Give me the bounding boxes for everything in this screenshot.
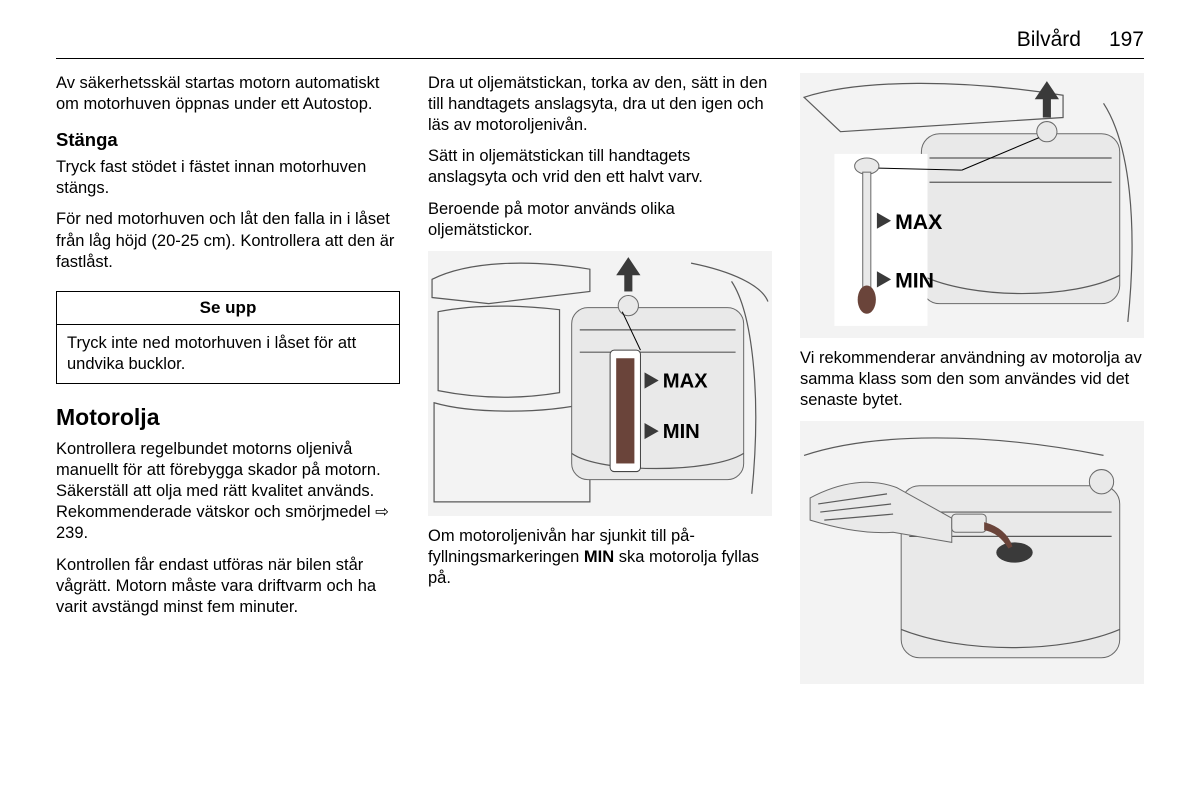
caution-title: Se upp xyxy=(57,292,399,325)
paragraph: För ned motorhuven och låt den falla in … xyxy=(56,209,400,272)
svg-text:MAX: MAX xyxy=(895,210,942,234)
paragraph: Dra ut oljemätstickan, torka av den, sät… xyxy=(428,73,772,136)
paragraph: Av säkerhetsskäl startas motorn automati… xyxy=(56,73,400,115)
heading-motorolja: Motorolja xyxy=(56,404,400,431)
figure-caption: Om motoroljenivån har sjunkit till på­fy… xyxy=(428,526,772,589)
column-1: Av säkerhetsskäl startas motorn automati… xyxy=(56,73,400,694)
heading-stanga: Stänga xyxy=(56,129,400,151)
paragraph: Sätt in oljemätstickan till handtagets a… xyxy=(428,146,772,188)
svg-text:MIN: MIN xyxy=(663,421,700,443)
paragraph: Tryck fast stödet i fästet innan motor­h… xyxy=(56,157,400,199)
caution-box: Se upp Tryck inte ned motorhuven i låset… xyxy=(56,291,400,384)
svg-text:MIN: MIN xyxy=(895,268,934,292)
caption-min-bold: MIN xyxy=(584,548,614,566)
svg-text:MAX: MAX xyxy=(663,370,708,392)
figure-oil-pour xyxy=(800,421,1144,684)
paragraph: Kontrollen får endast utföras när bilen … xyxy=(56,555,400,618)
figure-dipstick-2: MAX MIN xyxy=(800,73,1144,338)
paragraph: Kontrollera regelbundet motorns olje­niv… xyxy=(56,439,400,545)
caution-body: Tryck inte ned motorhuven i låset för at… xyxy=(57,325,399,383)
content-columns: Av säkerhetsskäl startas motorn automati… xyxy=(56,73,1144,694)
column-2: Dra ut oljemätstickan, torka av den, sät… xyxy=(428,73,772,694)
paragraph: Vi rekommenderar användning av motorolja… xyxy=(800,348,1144,411)
page-number: 197 xyxy=(1109,28,1144,52)
page-header: Bilvård 197 xyxy=(56,28,1144,59)
section-title: Bilvård xyxy=(1017,28,1081,52)
column-3: MAX MIN Vi rekommenderar användning av m… xyxy=(800,73,1144,694)
figure-dipstick-1: MAX MIN xyxy=(428,251,772,516)
paragraph: Beroende på motor används olika oljemäts… xyxy=(428,199,772,241)
